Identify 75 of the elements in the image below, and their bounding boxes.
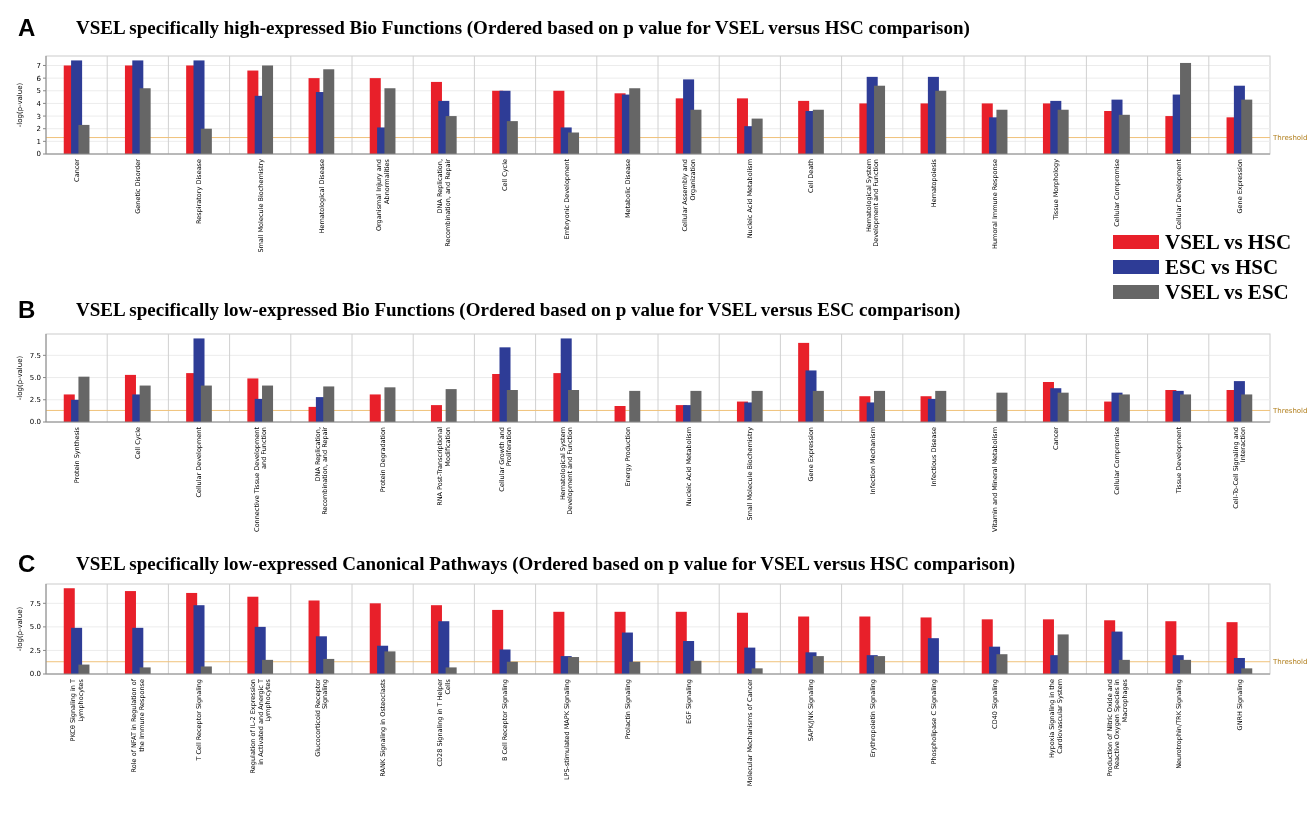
bar bbox=[690, 390, 702, 422]
bar bbox=[935, 90, 947, 154]
bar bbox=[384, 387, 396, 422]
bar bbox=[369, 394, 381, 422]
bar bbox=[568, 390, 580, 422]
bar bbox=[430, 405, 442, 422]
bar bbox=[262, 659, 274, 674]
bar bbox=[935, 390, 947, 422]
bar bbox=[71, 627, 83, 674]
bar bbox=[200, 666, 212, 674]
bar bbox=[1057, 634, 1069, 674]
bar bbox=[1241, 99, 1253, 154]
bar bbox=[262, 65, 274, 154]
bar bbox=[506, 390, 518, 422]
bar bbox=[874, 85, 886, 154]
bar bbox=[812, 109, 824, 154]
bar bbox=[614, 406, 626, 422]
bar bbox=[996, 392, 1008, 422]
bar bbox=[629, 390, 641, 422]
bar bbox=[323, 386, 335, 422]
bar bbox=[1180, 394, 1192, 422]
bar bbox=[384, 88, 396, 154]
bar bbox=[323, 69, 335, 154]
bar bbox=[78, 124, 90, 154]
bar bbox=[139, 385, 151, 422]
bar bbox=[445, 667, 457, 674]
bar bbox=[568, 657, 580, 674]
bar bbox=[384, 651, 396, 674]
text: A bbox=[18, 14, 36, 41]
bar bbox=[812, 390, 824, 422]
chart-title: VSEL specifically low-expressed Bio Functions (Ordered based on p value for VSEL versus ESC comparison) bbox=[76, 299, 961, 321]
bar bbox=[193, 60, 205, 154]
bar bbox=[132, 627, 144, 674]
bar bbox=[1118, 659, 1130, 674]
bar bbox=[262, 385, 274, 422]
bar bbox=[751, 118, 763, 154]
bar bbox=[629, 661, 641, 674]
bar bbox=[751, 390, 763, 422]
bar bbox=[996, 109, 1008, 154]
bar bbox=[629, 88, 641, 154]
bar bbox=[1118, 114, 1130, 154]
bar bbox=[193, 605, 205, 674]
bar bbox=[445, 116, 457, 154]
bar bbox=[553, 611, 565, 674]
bar bbox=[1057, 392, 1069, 422]
bar bbox=[78, 376, 90, 422]
bar bbox=[1241, 394, 1253, 422]
bar bbox=[874, 656, 886, 674]
bar bbox=[200, 128, 212, 154]
chart-title: VSEL specifically low-expressed Canonical Pathways (Ordered based on p value for VSEL versus HSC comparison) bbox=[76, 553, 1016, 575]
bar bbox=[506, 661, 518, 674]
bar bbox=[506, 121, 518, 154]
bar bbox=[438, 621, 450, 674]
chart-title: VSEL specifically high-expressed Bio Functions (Ordered based on p value for VSEL versus HSC comparison) bbox=[76, 17, 970, 39]
bar bbox=[874, 390, 886, 422]
bar bbox=[445, 389, 457, 422]
bar bbox=[568, 132, 580, 154]
bar bbox=[996, 654, 1008, 674]
bar bbox=[1180, 659, 1192, 674]
text: C bbox=[18, 550, 36, 577]
bar bbox=[139, 88, 151, 154]
legend-label: ESC vs HSC bbox=[1165, 255, 1279, 280]
bar bbox=[139, 667, 151, 674]
bar bbox=[812, 656, 824, 674]
bar bbox=[690, 109, 702, 154]
bar bbox=[1118, 394, 1130, 422]
bar bbox=[1057, 109, 1069, 154]
bar bbox=[927, 638, 939, 674]
text: B bbox=[18, 296, 36, 323]
bar bbox=[200, 385, 212, 422]
legend-label: VSEL vs ESC bbox=[1165, 280, 1289, 305]
bar bbox=[690, 660, 702, 674]
bar bbox=[323, 658, 335, 674]
bar bbox=[1180, 62, 1192, 154]
legend-label: VSEL vs HSC bbox=[1165, 230, 1292, 255]
